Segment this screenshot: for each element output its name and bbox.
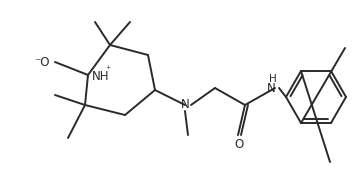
Text: H: H bbox=[269, 74, 277, 84]
Text: NH: NH bbox=[92, 70, 109, 83]
Text: ⁺: ⁺ bbox=[105, 65, 110, 75]
Text: N: N bbox=[180, 98, 190, 111]
Text: N: N bbox=[267, 82, 275, 96]
Text: O: O bbox=[234, 137, 244, 151]
Text: ⁻O: ⁻O bbox=[35, 56, 50, 69]
